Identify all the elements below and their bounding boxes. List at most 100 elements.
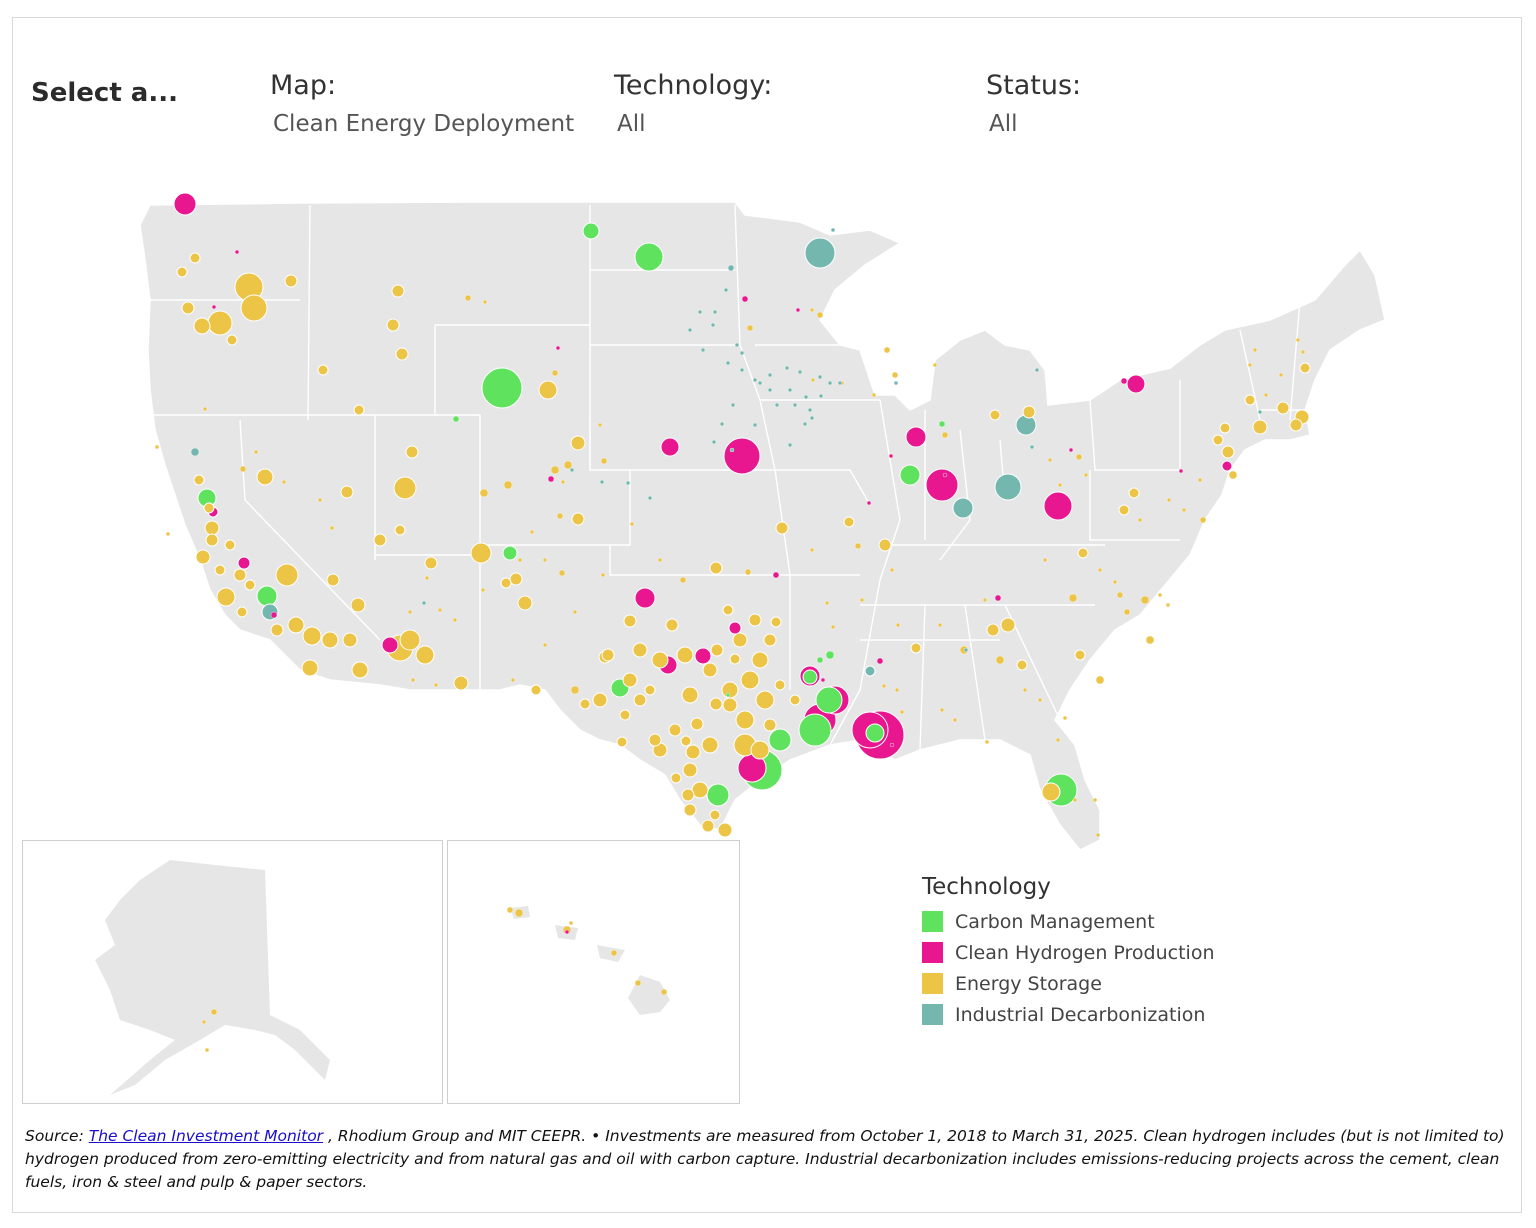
carbon-management-point[interactable]: [634, 242, 664, 272]
industrial-decarbonization-point[interactable]: [421, 600, 427, 606]
status-filter[interactable]: Status: All: [986, 70, 1081, 137]
energy-storage-point[interactable]: [889, 567, 895, 573]
energy-storage-point[interactable]: [600, 572, 606, 578]
industrial-decarbonization-point[interactable]: [727, 264, 735, 272]
energy-storage-point[interactable]: [1042, 557, 1048, 563]
energy-storage-point[interactable]: [732, 632, 748, 648]
energy-storage-point[interactable]: [665, 618, 679, 632]
status-filter-value[interactable]: All: [989, 111, 1018, 137]
energy-storage-point[interactable]: [394, 524, 406, 536]
energy-storage-point[interactable]: [891, 371, 899, 379]
energy-storage-point[interactable]: [373, 533, 387, 547]
energy-storage-point[interactable]: [709, 561, 723, 575]
industrial-decarbonization-point[interactable]: [787, 387, 793, 393]
industrial-decarbonization-point[interactable]: [817, 374, 823, 380]
industrial-decarbonization-point[interactable]: [837, 380, 843, 386]
energy-storage-point[interactable]: [226, 334, 238, 346]
energy-storage-point[interactable]: [824, 600, 830, 606]
energy-storage-point[interactable]: [622, 672, 638, 688]
clean-hydrogen-point[interactable]: [888, 453, 894, 459]
energy-storage-point[interactable]: [709, 809, 721, 821]
industrial-decarbonization-point[interactable]: [797, 369, 803, 375]
energy-storage-point[interactable]: [717, 822, 733, 838]
industrial-decarbonization-point[interactable]: [807, 407, 813, 413]
energy-storage-point[interactable]: [1072, 797, 1078, 803]
energy-storage-point[interactable]: [514, 908, 524, 918]
energy-storage-point[interactable]: [984, 739, 990, 745]
energy-storage-point[interactable]: [165, 531, 171, 537]
energy-storage-point[interactable]: [1295, 337, 1301, 343]
carbon-management-point[interactable]: [502, 545, 518, 561]
energy-storage-point[interactable]: [181, 301, 195, 315]
legend-item-clean-hydrogen[interactable]: Clean Hydrogen Production: [922, 937, 1215, 968]
energy-storage-point[interactable]: [895, 622, 901, 628]
energy-storage-point[interactable]: [701, 819, 715, 833]
energy-storage-point[interactable]: [506, 906, 514, 914]
energy-storage-point[interactable]: [702, 662, 718, 678]
energy-storage-point[interactable]: [470, 542, 492, 564]
energy-storage-point[interactable]: [1041, 782, 1061, 802]
energy-storage-point[interactable]: [570, 435, 586, 451]
energy-storage-point[interactable]: [941, 431, 949, 439]
energy-storage-point[interactable]: [329, 525, 335, 531]
clean-hydrogen-point[interactable]: [211, 304, 217, 310]
industrial-decarbonization-point[interactable]: [767, 387, 773, 393]
energy-storage-point[interactable]: [281, 479, 287, 485]
energy-storage-point[interactable]: [1212, 434, 1224, 446]
energy-storage-point[interactable]: [633, 693, 647, 707]
carbon-management-point[interactable]: [899, 464, 921, 486]
clean-hydrogen-point[interactable]: [694, 647, 712, 665]
energy-storage-point[interactable]: [610, 949, 618, 957]
energy-storage-point[interactable]: [395, 347, 409, 361]
industrial-decarbonization-point[interactable]: [599, 479, 605, 485]
energy-storage-point[interactable]: [881, 683, 887, 689]
energy-storage-point[interactable]: [660, 988, 668, 996]
carbon-management-point[interactable]: [798, 713, 832, 747]
energy-storage-point[interactable]: [648, 733, 662, 747]
carbon-management-point[interactable]: [725, 692, 731, 698]
technology-filter[interactable]: Technology: All: [614, 70, 772, 137]
energy-storage-point[interactable]: [538, 380, 558, 400]
energy-storage-point[interactable]: [407, 609, 413, 615]
energy-storage-point[interactable]: [1252, 347, 1258, 353]
industrial-decarbonization-point[interactable]: [647, 495, 653, 501]
energy-storage-point[interactable]: [503, 480, 513, 490]
energy-storage-point[interactable]: [464, 294, 472, 302]
energy-storage-point[interactable]: [683, 803, 697, 817]
energy-storage-point[interactable]: [601, 648, 615, 662]
energy-storage-point[interactable]: [789, 694, 801, 706]
energy-storage-point[interactable]: [542, 557, 548, 563]
energy-storage-point[interactable]: [1276, 401, 1290, 415]
energy-storage-point[interactable]: [632, 642, 648, 658]
energy-storage-point[interactable]: [1157, 592, 1163, 598]
carbon-management-point[interactable]: [825, 650, 835, 660]
energy-storage-point[interactable]: [214, 564, 226, 576]
energy-storage-point[interactable]: [899, 709, 905, 715]
clean-hydrogen-point[interactable]: [723, 437, 761, 475]
energy-storage-point[interactable]: [284, 274, 298, 288]
clean-hydrogen-point[interactable]: [634, 587, 656, 609]
industrial-decarbonization-point[interactable]: [710, 322, 716, 328]
energy-storage-point[interactable]: [680, 735, 692, 747]
energy-storage-point[interactable]: [1199, 516, 1207, 524]
energy-storage-point[interactable]: [1095, 675, 1105, 685]
industrial-decarbonization-point[interactable]: [809, 415, 815, 421]
energy-storage-point[interactable]: [1112, 579, 1118, 585]
energy-storage-point[interactable]: [910, 642, 922, 654]
energy-storage-point[interactable]: [634, 979, 642, 987]
energy-storage-point[interactable]: [740, 670, 760, 690]
energy-storage-point[interactable]: [201, 1019, 207, 1025]
energy-storage-point[interactable]: [205, 533, 219, 547]
industrial-decarbonization-point[interactable]: [827, 380, 833, 386]
industrial-decarbonization-point[interactable]: [625, 480, 631, 486]
industrial-decarbonization-point[interactable]: [864, 665, 876, 677]
industrial-decarbonization-point[interactable]: [719, 421, 725, 427]
energy-storage-point[interactable]: [1197, 477, 1203, 483]
carbon-management-point[interactable]: [481, 367, 523, 409]
carbon-management-point[interactable]: [802, 669, 818, 685]
energy-storage-point[interactable]: [415, 645, 435, 665]
energy-storage-point[interactable]: [685, 744, 701, 760]
energy-storage-point[interactable]: [510, 677, 516, 683]
energy-storage-point[interactable]: [1140, 595, 1150, 605]
